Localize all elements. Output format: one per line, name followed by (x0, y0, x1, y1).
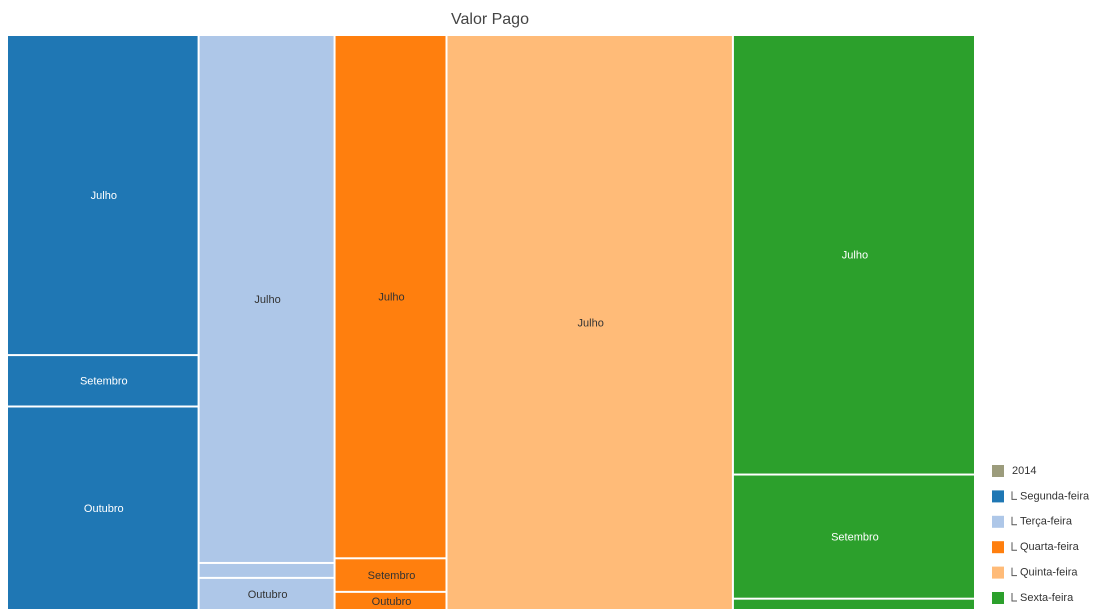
cell-label: Julho (254, 294, 280, 306)
cell-label: Setembro (831, 532, 879, 544)
treemap-cell (8, 36, 198, 355)
legend-label: Segunda-feira (1020, 490, 1090, 502)
legend-swatch (992, 465, 1004, 477)
treemap-cell (8, 356, 198, 406)
cell-label: Setembro (368, 570, 416, 582)
legend-label: Sexta-feira (1020, 592, 1074, 604)
treemap-cell (335, 559, 446, 591)
legend-swatch (992, 515, 1004, 528)
legend-connector (1011, 542, 1017, 551)
legend-label: Quarta-feira (1020, 541, 1080, 553)
legend-label: Quinta-feira (1020, 567, 1078, 579)
chart-title: Valor Pago (451, 11, 529, 28)
cell-label: Julho (842, 250, 868, 262)
cell-label: Julho (578, 317, 604, 329)
treemap-cell (733, 599, 974, 609)
legend-label: 2014 (1012, 465, 1036, 477)
cell-label: Outubro (372, 596, 412, 608)
treemap-cell (199, 36, 334, 562)
treemap-cell (335, 592, 446, 609)
legend-label: Terça-feira (1020, 516, 1073, 528)
cell-label: Setembro (80, 376, 128, 388)
cell-label: Julho (378, 292, 404, 304)
treemap-cell (8, 407, 198, 609)
treemap-cell (733, 475, 974, 598)
treemap-cell (335, 36, 446, 558)
treemap-cell (199, 563, 334, 577)
legend-connector (1011, 491, 1017, 500)
legend-connector (1011, 516, 1017, 526)
legend-swatch (992, 490, 1004, 503)
treemap-cell (447, 36, 732, 609)
treemap-cell (733, 36, 974, 474)
legend-swatch (992, 566, 1004, 579)
cell-label: Outubro (84, 503, 124, 515)
cell-label: Outubro (248, 589, 288, 601)
treemap-cell (199, 578, 334, 609)
legend-swatch (992, 592, 1004, 604)
cell-label: Julho (91, 190, 117, 202)
legend-connector (1011, 593, 1017, 602)
legend-swatch (992, 541, 1004, 554)
legend-connector (1011, 567, 1017, 577)
